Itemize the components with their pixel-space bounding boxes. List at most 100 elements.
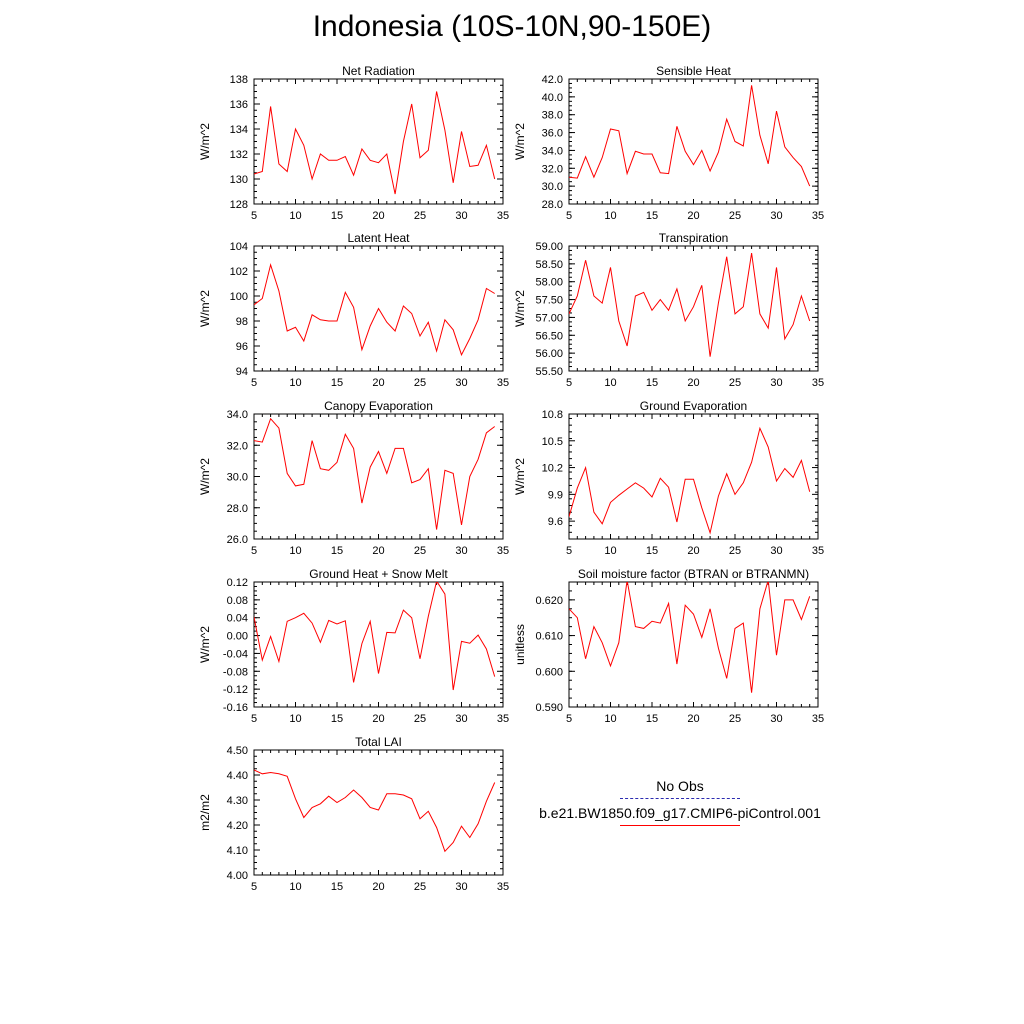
y-tick-label: 4.20 <box>227 820 248 832</box>
x-tick-label: 25 <box>729 713 741 725</box>
x-tick-label: 10 <box>604 210 616 222</box>
y-tick-label: 55.50 <box>535 366 563 378</box>
y-tick-label: 28.0 <box>227 503 248 515</box>
panel-title: Ground Heat + Snow Melt <box>309 567 448 581</box>
panel-title: Canopy Evaporation <box>324 399 433 413</box>
y-tick-label: 32.0 <box>227 440 248 452</box>
x-tick-label: 25 <box>414 881 426 893</box>
x-tick-label: 20 <box>687 377 699 389</box>
series-line <box>254 417 496 530</box>
y-tick-label: 0.08 <box>227 595 248 607</box>
y-tick-label: 102 <box>230 266 248 278</box>
y-tick-label: 0.620 <box>535 595 563 607</box>
y-tick-label: 58.00 <box>535 277 563 289</box>
x-tick-label: 30 <box>770 713 782 725</box>
x-tick-label: 10 <box>289 545 301 557</box>
panel-4: Transpiration W/m^2 5 10 15 20 25 30 35 55.50 56.0… <box>513 231 824 389</box>
panel-title: Soil moisture factor (BTRAN or BTRANMN) <box>578 567 809 581</box>
x-tick-label: 35 <box>812 377 824 389</box>
x-tick-label: 10 <box>604 545 616 557</box>
plot-frame <box>568 413 819 540</box>
x-tick-label: 10 <box>289 210 301 222</box>
figure-title: Indonesia (10S-10N,90-150E) <box>312 10 712 43</box>
plot-frame <box>253 581 504 708</box>
series-line <box>254 769 496 853</box>
legend-model-line <box>620 825 740 826</box>
x-tick-label: 30 <box>455 713 467 725</box>
y-tick-label: 9.6 <box>548 516 563 528</box>
y-tick-label: -0.08 <box>223 666 248 678</box>
y-tick-label: 0.610 <box>535 631 563 643</box>
x-tick-label: 5 <box>566 210 572 222</box>
x-tick-label: 25 <box>729 377 741 389</box>
panel-title: Latent Heat <box>347 231 410 245</box>
panel-9: Total LAI m2/m2 5 10 15 20 25 30 35 4.00 4.10 4.20 4… <box>198 735 509 893</box>
y-tick-label: 57.00 <box>535 312 563 324</box>
x-tick-label: 15 <box>646 210 658 222</box>
panel-title: Transpiration <box>659 231 729 245</box>
y-tick-label: 9.9 <box>548 489 563 501</box>
plot-frame <box>253 413 504 540</box>
x-tick-label: 15 <box>646 377 658 389</box>
legend-obs-line <box>620 798 740 799</box>
x-tick-label: 5 <box>251 881 257 893</box>
x-tick-label: 25 <box>414 377 426 389</box>
y-tick-label: 36.0 <box>542 128 563 140</box>
x-tick-label: 20 <box>687 713 699 725</box>
panel-6: Ground Evaporation W/m^2 5 10 15 20 25 30 35 9.6 9… <box>513 399 824 557</box>
series-line <box>254 582 496 691</box>
x-tick-label: 25 <box>729 545 741 557</box>
x-tick-label: 5 <box>251 545 257 557</box>
x-tick-label: 30 <box>455 545 467 557</box>
legend: No Obs b.e21.BW1850.f09_g17.CMIP6-piCont… <box>520 778 840 832</box>
plot-frame <box>568 78 819 205</box>
x-tick-label: 35 <box>812 210 824 222</box>
y-axis-label: m2/m2 <box>198 794 212 831</box>
x-tick-label: 10 <box>289 377 301 389</box>
x-tick-label: 10 <box>289 881 301 893</box>
y-tick-label: 100 <box>230 291 248 303</box>
x-tick-label: 10 <box>604 713 616 725</box>
x-tick-label: 15 <box>331 881 343 893</box>
y-tick-label: 30.0 <box>227 472 248 484</box>
x-tick-label: 15 <box>646 713 658 725</box>
x-tick-label: 25 <box>729 210 741 222</box>
y-axis-label: W/m^2 <box>513 290 527 327</box>
x-tick-label: 15 <box>331 210 343 222</box>
y-tick-label: 138 <box>230 74 248 86</box>
x-tick-label: 25 <box>414 713 426 725</box>
y-tick-label: 56.50 <box>535 330 563 342</box>
series-line <box>569 582 811 693</box>
x-tick-label: 5 <box>566 377 572 389</box>
y-tick-label: 38.0 <box>542 110 563 122</box>
y-tick-label: 0.600 <box>535 666 563 678</box>
plot-frame <box>253 749 504 876</box>
y-tick-label: 34.0 <box>227 409 248 421</box>
panel-title: Sensible Heat <box>656 64 731 78</box>
y-axis-label: W/m^2 <box>198 290 212 327</box>
y-tick-label: 136 <box>230 99 248 111</box>
x-tick-label: 20 <box>687 210 699 222</box>
x-tick-label: 30 <box>770 545 782 557</box>
y-tick-label: -0.16 <box>223 702 248 714</box>
x-tick-label: 5 <box>251 210 257 222</box>
x-tick-label: 10 <box>289 713 301 725</box>
panel-1: Net Radiation W/m^2 5 10 15 20 25 30 35 128 130 132… <box>198 64 509 222</box>
x-tick-label: 5 <box>566 545 572 557</box>
y-tick-label: 57.50 <box>535 295 563 307</box>
panel-2: Sensible Heat W/m^2 5 10 15 20 25 30 35 28.0 30.0 3… <box>513 64 824 222</box>
x-tick-label: 20 <box>372 881 384 893</box>
panel-8: Soil moisture factor (BTRAN or BTRANMN) u… <box>513 567 824 725</box>
y-tick-label: 130 <box>230 174 248 186</box>
x-tick-label: 15 <box>331 377 343 389</box>
y-tick-label: 10.2 <box>542 463 563 475</box>
panel-title: Ground Evaporation <box>640 399 747 413</box>
x-tick-label: 15 <box>646 545 658 557</box>
y-tick-label: 10.8 <box>542 409 563 421</box>
y-tick-label: 34.0 <box>542 145 563 157</box>
y-tick-label: 0.590 <box>535 702 563 714</box>
x-tick-label: 20 <box>372 713 384 725</box>
y-tick-label: 10.5 <box>542 436 563 448</box>
y-tick-label: 4.40 <box>227 770 248 782</box>
